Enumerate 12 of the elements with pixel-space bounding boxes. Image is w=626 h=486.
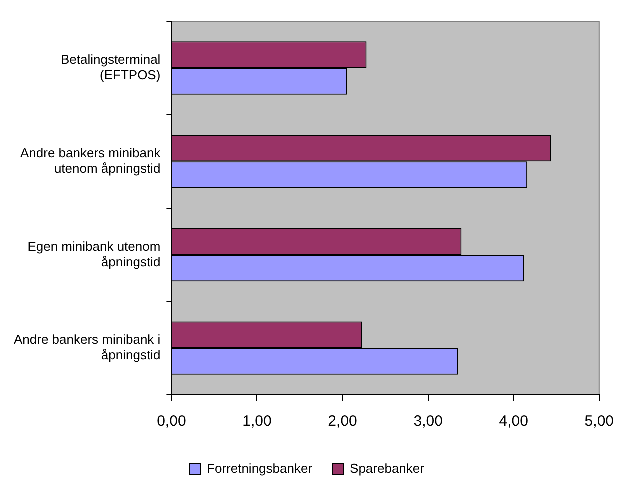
x-tick-label: 2,00 bbox=[328, 413, 358, 430]
y-tick-label: Andre bankers minibank utenom åpningstid bbox=[20, 145, 162, 176]
legend-label: Forretningsbanker bbox=[207, 461, 314, 476]
y-tick-label: Andre bankers minibank i åpningstid bbox=[14, 332, 161, 363]
x-tick-label: 0,00 bbox=[157, 413, 186, 430]
y-tick-label: Egen minibank utenom åpningstid bbox=[28, 238, 161, 270]
x-tick-label: 3,00 bbox=[414, 413, 443, 430]
y-tick-label: Betalingsterminal (EFTPOS) bbox=[60, 52, 161, 83]
x-tick-label: 5,00 bbox=[584, 413, 614, 430]
x-tick-label: 1,00 bbox=[242, 413, 272, 430]
legend-label: Sparebanker bbox=[350, 461, 426, 476]
x-tick-label: 4,00 bbox=[499, 413, 528, 430]
